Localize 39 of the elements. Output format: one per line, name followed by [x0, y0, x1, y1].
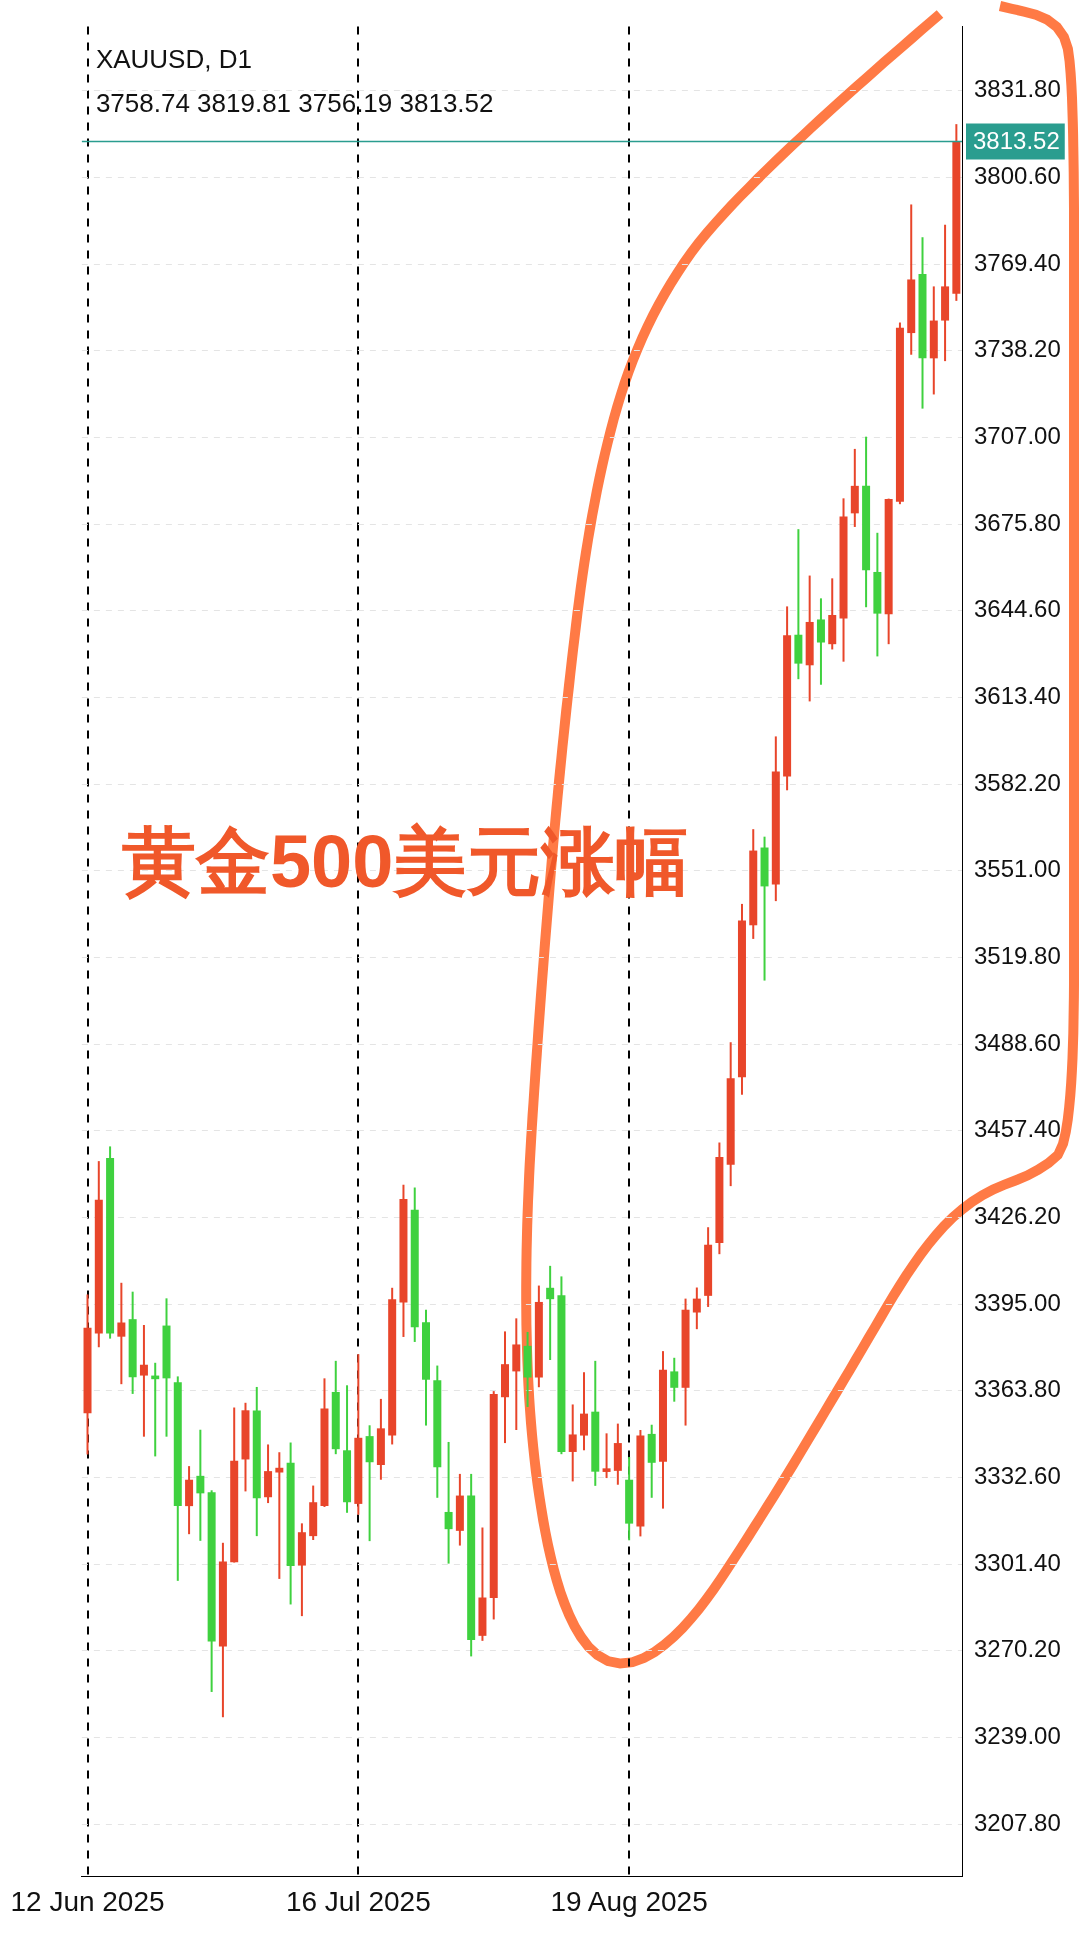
y-tick-label: 3488.60 — [974, 1028, 1061, 1056]
y-tick-label: 3239.00 — [974, 1722, 1061, 1750]
y-tick-label: 3738.20 — [974, 335, 1061, 363]
x-tick-label: 16 Jul 2025 — [285, 1885, 431, 1917]
candlestick — [196, 1428, 205, 1542]
candlestick — [670, 1356, 679, 1403]
y-tick-label: 3769.40 — [974, 248, 1061, 276]
candlestick — [580, 1371, 588, 1452]
candlestick — [546, 1264, 555, 1362]
y-tick-label: 3644.60 — [974, 595, 1061, 623]
candlestick — [139, 1324, 148, 1438]
candlestick — [692, 1286, 701, 1331]
y-tick-label: 3301.40 — [974, 1548, 1061, 1576]
ref-line-label: 3813.52 — [973, 127, 1060, 155]
candlestick — [117, 1281, 126, 1386]
y-tick-label: 3457.40 — [974, 1115, 1061, 1143]
y-tick-label: 3395.00 — [974, 1288, 1061, 1316]
y-tick-label: 3551.00 — [974, 855, 1061, 883]
y-tick-label: 3426.20 — [974, 1202, 1061, 1230]
candlestick — [568, 1403, 577, 1483]
text: XAUUSD, D1 — [95, 43, 252, 74]
y-tick-label: 3270.20 — [974, 1635, 1061, 1663]
y-tick-label: 3613.40 — [974, 682, 1061, 710]
y-tick-label: 3831.80 — [974, 75, 1061, 103]
y-tick-label: 3332.60 — [974, 1462, 1061, 1490]
x-tick-label: 12 Jun 2025 — [10, 1885, 165, 1917]
y-tick-label: 3207.80 — [974, 1808, 1061, 1836]
y-tick-label: 3519.80 — [974, 942, 1061, 970]
candlestick — [444, 1440, 453, 1565]
candlestick — [602, 1432, 611, 1480]
y-tick-label: 3363.80 — [974, 1375, 1061, 1403]
y-tick-label: 3800.60 — [974, 162, 1061, 190]
x-tick-label: 19 Aug 2025 — [550, 1885, 708, 1917]
candlestick — [816, 597, 825, 686]
y-tick-label: 3707.00 — [974, 422, 1061, 450]
candlestick — [275, 1451, 284, 1580]
text: 3758.74 3819.81 3756.19 3813.52 — [95, 87, 494, 118]
y-tick-label: 3582.20 — [974, 768, 1061, 796]
y-tick-label: 3675.80 — [974, 508, 1061, 536]
